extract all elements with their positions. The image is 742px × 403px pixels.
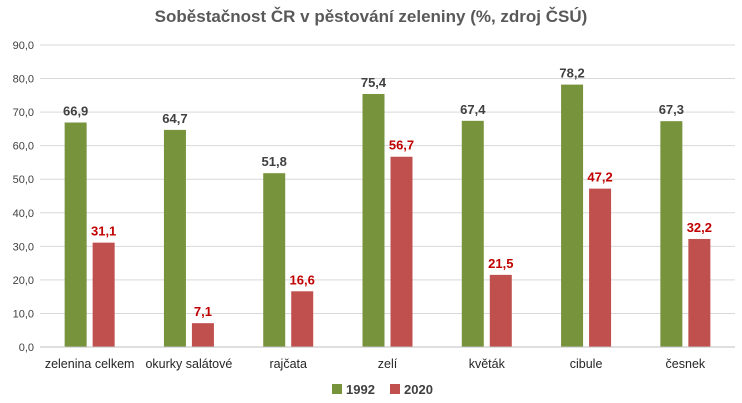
- y-tick-label: 60,0: [13, 141, 34, 153]
- bar-2020: [191, 323, 214, 347]
- bar-1992: [263, 173, 286, 347]
- x-axis-categories: zelenina celkem okurky salátové rajčata zel…: [45, 357, 706, 371]
- bar-2020: [291, 291, 314, 347]
- data-label-1992: 64,7: [162, 111, 187, 126]
- bar-2020: [92, 242, 115, 347]
- bar-1992: [362, 93, 385, 347]
- bar-2020: [390, 156, 413, 347]
- data-label-1992: 66,9: [63, 104, 88, 119]
- data-labels: 66,9 31,1 64,7 7,1 51,8 16,6 75,4 56,7 67,4 21,5 7…: [63, 66, 712, 320]
- legend-swatch-2020: [390, 384, 400, 394]
- legend-label-2020: 2020: [404, 382, 433, 397]
- y-axis-ticks: 0,0 10,0 20,0 30,0 40,0 50,0 60,0 70,0 80,0 90,0: [13, 40, 34, 354]
- y-tick-label: 10,0: [13, 308, 34, 320]
- y-tick-label: 70,0: [13, 107, 34, 119]
- y-tick-label: 50,0: [13, 174, 34, 186]
- legend-label-1992: 1992: [346, 382, 375, 397]
- gridlines: [40, 44, 735, 314]
- data-label-2020: 7,1: [194, 304, 212, 319]
- data-label-2020: 21,5: [488, 256, 513, 271]
- data-label-2020: 16,6: [290, 272, 315, 287]
- y-tick-label: 0,0: [19, 342, 34, 354]
- legend: 1992 2020: [332, 382, 433, 397]
- data-label-1992: 67,4: [460, 102, 486, 117]
- bar-1992: [163, 129, 186, 347]
- bar-1992: [660, 121, 683, 347]
- bar-1992: [461, 120, 484, 347]
- x-category-label: česnek: [666, 357, 706, 371]
- data-label-1992: 75,4: [361, 75, 387, 90]
- bar-2020: [489, 274, 512, 347]
- data-label-2020: 56,7: [389, 138, 414, 153]
- data-label-2020: 47,2: [587, 170, 612, 185]
- bar-2020: [589, 188, 612, 347]
- y-tick-label: 30,0: [13, 241, 34, 253]
- x-category-label: cibule: [570, 357, 603, 371]
- data-label-1992: 67,3: [659, 102, 684, 117]
- bar-2020: [688, 238, 711, 347]
- data-label-2020: 31,1: [91, 224, 116, 239]
- data-label-2020: 32,2: [687, 220, 712, 235]
- bar-1992: [64, 122, 87, 347]
- x-category-label: rajčata: [269, 357, 307, 371]
- bars: [64, 84, 711, 348]
- x-category-label: květák: [469, 357, 506, 371]
- y-tick-label: 90,0: [13, 40, 34, 52]
- chart-title: Soběstačnost ČR v pěstování zeleniny (%,…: [155, 7, 588, 26]
- x-category-label: zelenina celkem: [45, 357, 135, 371]
- x-category-label: okurky salátové: [145, 357, 232, 371]
- y-tick-label: 40,0: [13, 208, 34, 220]
- legend-swatch-1992: [332, 384, 342, 394]
- x-category-label: zelí: [378, 357, 398, 371]
- data-label-1992: 51,8: [262, 154, 287, 169]
- bar-1992: [561, 84, 584, 348]
- y-tick-label: 20,0: [13, 275, 34, 287]
- y-tick-label: 80,0: [13, 74, 34, 86]
- data-label-1992: 78,2: [559, 66, 584, 81]
